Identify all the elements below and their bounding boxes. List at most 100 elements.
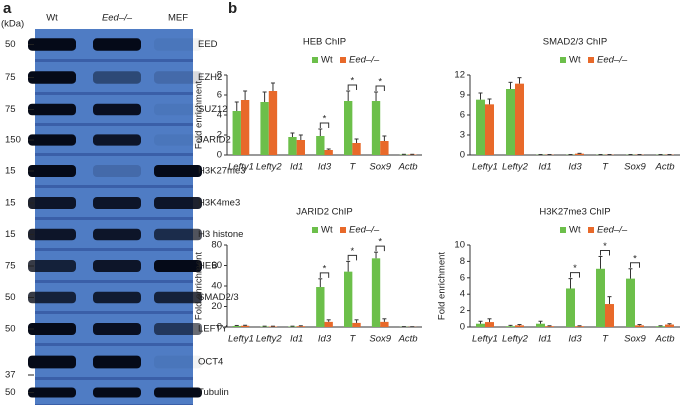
x-tick-label: Sox9: [369, 162, 391, 173]
blot-band: [93, 323, 141, 335]
blot-band: [28, 134, 76, 146]
kda-label: 37: [5, 370, 16, 381]
kda-unit: (kDa): [1, 19, 24, 30]
bar: [380, 141, 389, 155]
row-label: HEB: [198, 261, 218, 272]
blot-band: [93, 228, 141, 241]
blot-band: [154, 134, 202, 146]
bar: [605, 304, 614, 327]
bar: [260, 326, 269, 327]
bar: [575, 326, 584, 327]
legend-swatch: [560, 227, 566, 233]
panel-label: b: [228, 0, 237, 17]
bar: [288, 137, 297, 155]
blot-band: [154, 71, 202, 84]
bar: [515, 83, 524, 155]
kda-label: 50: [5, 324, 16, 335]
significance-bracket: [319, 272, 330, 278]
kda-label: 75: [5, 104, 16, 115]
x-tick-label: Lefty1: [472, 334, 498, 345]
blot-band: [93, 197, 141, 209]
bar: [232, 111, 241, 155]
row-label: EED: [198, 39, 218, 50]
bar: [635, 325, 644, 327]
significance-bracket: [375, 245, 385, 252]
y-tick-label: 6: [460, 272, 465, 283]
bar: [240, 325, 250, 327]
blot-band: [28, 228, 76, 241]
x-tick-label: T: [602, 334, 609, 345]
y-tick-label: 20: [211, 301, 222, 312]
blot-band: [93, 165, 141, 177]
bar: [575, 153, 584, 155]
chart-title: SMAD2/3 ChIP: [543, 37, 607, 48]
x-tick-label: Id3: [318, 334, 332, 345]
bar: [596, 268, 605, 327]
significance-star: *: [633, 253, 637, 264]
blot-band: [154, 103, 202, 116]
kda-label: 15: [5, 229, 16, 240]
significance-bracket: [630, 262, 640, 268]
bar: [371, 258, 381, 327]
bar: [316, 287, 325, 327]
bar: [260, 102, 269, 155]
significance-star: *: [351, 246, 355, 257]
bar: [352, 143, 361, 155]
blot-band: [28, 355, 76, 369]
bar: [536, 323, 545, 327]
bar: [380, 321, 389, 327]
blot-band: [154, 323, 202, 335]
row-label: Tubulin: [198, 387, 229, 398]
chart-title: JARID2 ChIP: [296, 207, 353, 218]
kda-label: 15: [5, 166, 16, 177]
legend-swatch: [560, 57, 566, 63]
kda-label: 150: [5, 135, 21, 146]
blot-band: [93, 387, 141, 398]
x-tick-label: Sox9: [624, 162, 646, 173]
bar: [232, 325, 241, 327]
blot-band: [93, 103, 141, 116]
bar: [515, 325, 524, 327]
significance-bracket: [375, 85, 385, 91]
blot-band: [93, 38, 141, 51]
x-tick-label: T: [349, 334, 356, 345]
row-label: OCT4: [198, 357, 223, 368]
y-tick-label: 40: [211, 281, 222, 292]
legend-swatch: [588, 57, 594, 63]
bar: [566, 288, 575, 327]
y-axis-label: Fold enrichment: [194, 81, 205, 149]
blot-band: [28, 38, 76, 51]
y-axis-label: Fold enrichment: [437, 252, 448, 320]
row-label: JARID2: [198, 135, 231, 146]
legend-label: Wt: [321, 225, 333, 236]
blot-band: [28, 387, 76, 398]
significance-bracket: [347, 84, 358, 90]
x-tick-label: Lefty2: [502, 162, 529, 173]
significance-bracket: [347, 254, 358, 261]
y-tick-label: 9: [460, 90, 465, 101]
blot-band: [28, 323, 76, 335]
significance-star: *: [573, 263, 577, 274]
bar: [240, 100, 250, 155]
x-tick-label: Sox9: [624, 334, 646, 345]
legend-label: Eed–/–: [597, 55, 628, 66]
bar: [476, 99, 485, 155]
lane-label: Eed–/–: [102, 13, 133, 24]
x-tick-label: Id3: [568, 334, 582, 345]
kda-label: 50: [5, 292, 16, 303]
bar: [665, 324, 674, 327]
bar: [485, 322, 494, 327]
y-tick-label: 3: [460, 130, 465, 141]
chart-title: HEB ChIP: [303, 37, 346, 48]
legend-label: Wt: [569, 225, 581, 236]
y-tick-label: 0: [460, 150, 465, 161]
blot-band: [154, 387, 202, 398]
y-tick-label: 2: [460, 305, 465, 316]
kda-label: 15: [5, 198, 16, 209]
blot-band: [28, 103, 76, 116]
blot-band: [154, 260, 202, 272]
y-tick-label: 80: [211, 240, 222, 251]
x-tick-label: Id1: [538, 334, 551, 345]
blot-band: [93, 260, 141, 272]
y-tick-label: 8: [460, 256, 465, 267]
